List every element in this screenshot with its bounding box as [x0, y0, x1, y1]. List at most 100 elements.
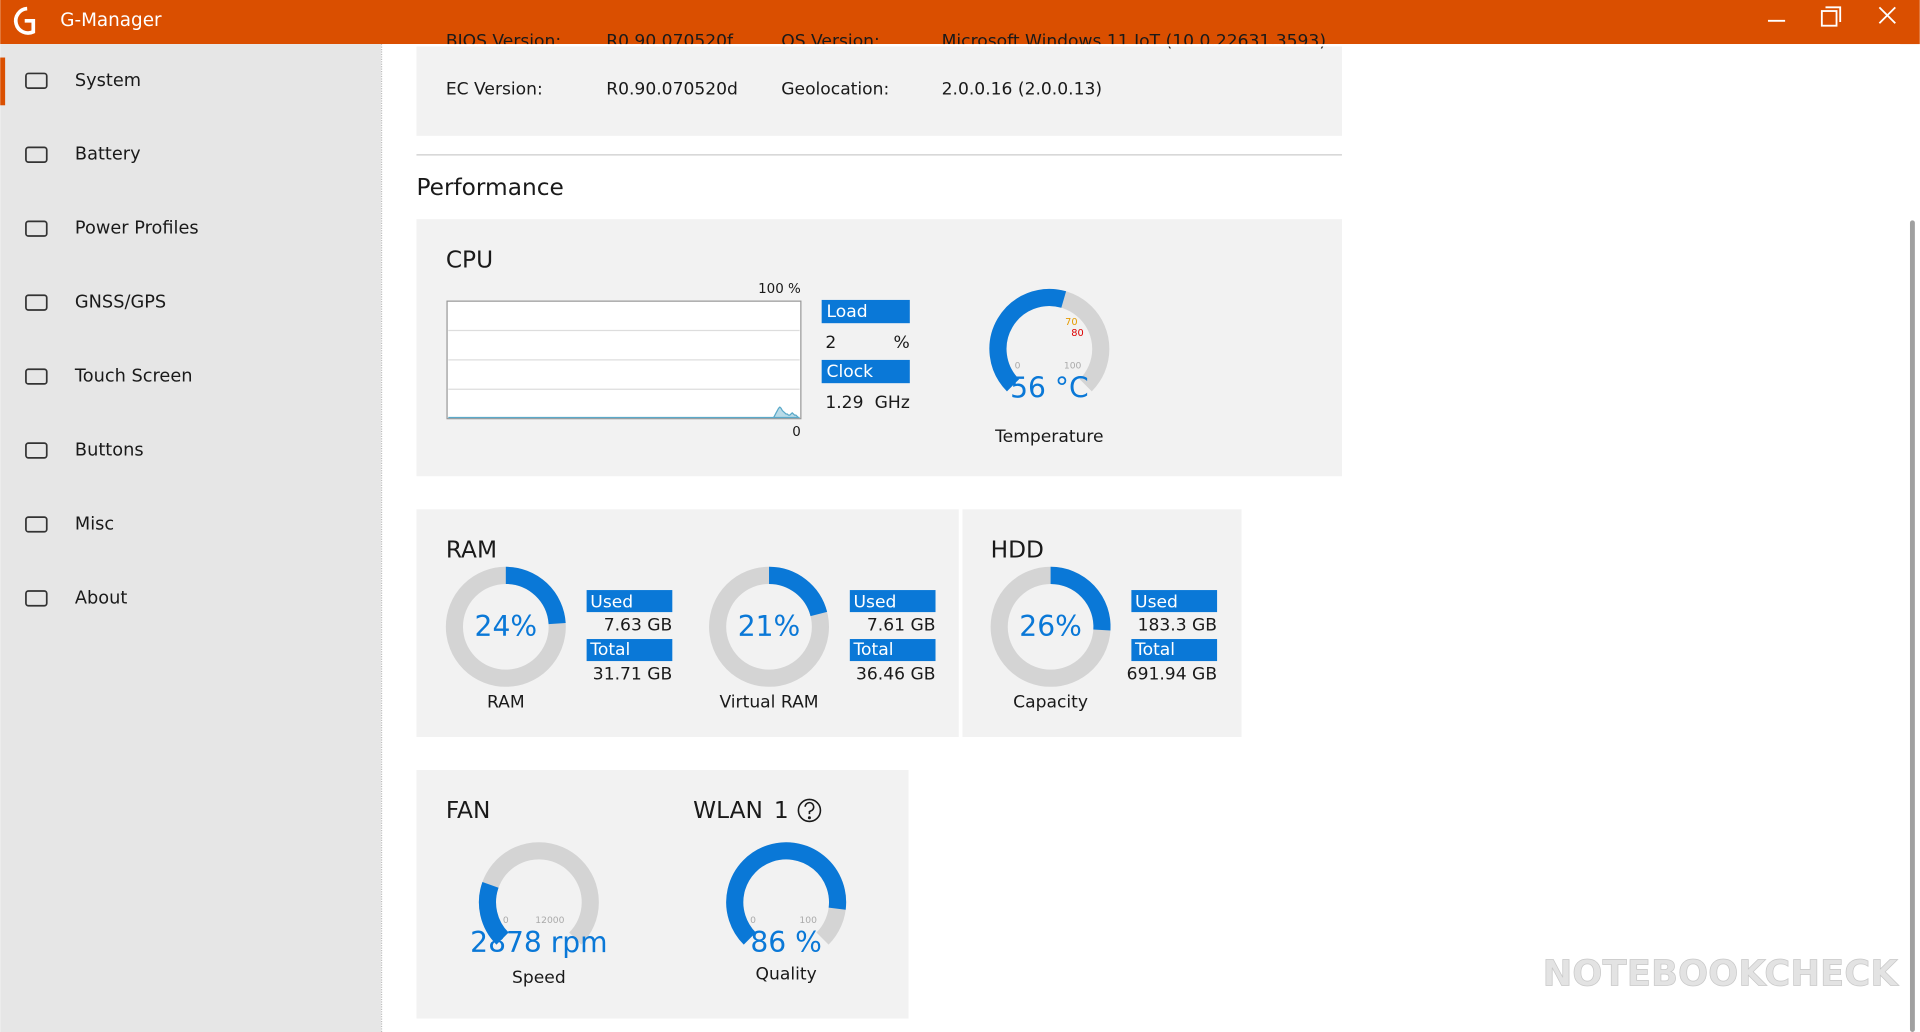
- info-label: OS Version:: [781, 32, 880, 52]
- nav-item[interactable]: Touch Screen: [25, 367, 193, 387]
- donut-value: [1050, 566, 1111, 631]
- help-icon[interactable]: [797, 798, 822, 823]
- system-info: BIOS Version: R0.90.070520f OS Version: Mic…: [446, 32, 1326, 100]
- wlan-value: 86 %: [750, 926, 822, 959]
- total-label: Total: [589, 640, 630, 660]
- used-label: Used: [1135, 592, 1178, 612]
- used-tag: [1131, 590, 1218, 613]
- load-label: Load: [827, 302, 868, 322]
- nav-icon: [25, 146, 48, 163]
- cpu-history: [448, 406, 800, 419]
- nav-label: Buttons: [75, 441, 144, 461]
- nav-item[interactable]: Battery: [25, 145, 141, 165]
- used-value: 183.3 GB: [1138, 616, 1218, 636]
- used-tag: [849, 590, 936, 613]
- gauge-value: [726, 842, 847, 945]
- total-tag: [586, 639, 673, 662]
- close[interactable]: [1878, 6, 1896, 24]
- info-value: R0.90.070520d: [606, 79, 738, 99]
- fan-caption: Speed: [512, 968, 566, 988]
- cpu-title: CPU: [446, 246, 493, 273]
- wlan-title: WLAN: [693, 797, 763, 824]
- donuts: 24% RAM Used 7.63 GB Total 31.71 GB 21% Virtual…: [445, 566, 1218, 713]
- ram-title: RAM: [446, 536, 497, 563]
- nav-label: Battery: [75, 145, 141, 165]
- total-tag: [1131, 639, 1218, 662]
- donut-label: 26%: [1019, 610, 1082, 643]
- total-value: 691.94 GB: [1127, 665, 1217, 685]
- used-value: 7.63 GB: [604, 616, 673, 636]
- wlan-min: 0: [750, 915, 756, 926]
- used-label: Used: [590, 592, 633, 612]
- nav-item[interactable]: Power Profiles: [25, 219, 199, 239]
- info-value: R0.90.070520f: [606, 32, 734, 52]
- nav-selected: [0, 57, 6, 106]
- used-tag: [586, 590, 673, 613]
- donut-label: 24%: [475, 610, 538, 643]
- nav-label: Misc: [75, 514, 114, 534]
- used-value: 7.61 GB: [867, 616, 936, 636]
- sidebar: [0, 44, 381, 1032]
- fan-wlan-panel: [416, 770, 909, 1019]
- restore[interactable]: [1820, 6, 1842, 27]
- hdd-title: HDD: [991, 536, 1044, 563]
- nav-label: System: [75, 71, 141, 91]
- nav-label: Touch Screen: [74, 367, 193, 387]
- wlan-max: 100: [799, 915, 817, 926]
- temperature-value: 56 °C: [1010, 371, 1088, 404]
- info-label: EC Version:: [446, 79, 543, 99]
- nav-icon: [25, 220, 48, 237]
- info-value: Microsoft Windows 11 IoT (10.0.22631.359…: [942, 32, 1326, 52]
- nav-icon: [25, 368, 48, 385]
- title-bar: [0, 0, 1920, 45]
- nav-icon: [25, 516, 48, 533]
- fan-max: 12000: [535, 915, 564, 926]
- nav-item[interactable]: About: [25, 588, 128, 608]
- info-label: BIOS Version:: [446, 32, 561, 52]
- gauge-max: 100: [1064, 361, 1082, 372]
- nav-item[interactable]: Buttons: [25, 441, 144, 461]
- total-tag: [849, 639, 936, 662]
- temperature-gauge: [989, 288, 1110, 392]
- clock-tag: [821, 359, 910, 384]
- clock-value: 1.29: [825, 393, 863, 413]
- clock-label: Clock: [827, 362, 874, 382]
- fan-wlan-gauges: [478, 842, 847, 945]
- gauge-value: [478, 881, 509, 945]
- ram-panel: [416, 509, 959, 737]
- total-value: 36.46 GB: [856, 665, 936, 685]
- nav-item[interactable]: System: [25, 71, 141, 91]
- system-info-panel: [416, 44, 1342, 136]
- fan-min: 0: [503, 915, 509, 926]
- info-label: Geolocation:: [781, 79, 889, 99]
- gauge-min: 0: [1015, 361, 1021, 372]
- gauge-value: [989, 288, 1067, 392]
- nav-label: About: [75, 588, 128, 608]
- chart-min: 0: [792, 425, 801, 440]
- nav-list: System Battery Power Profiles GNSS/GPS Touch…: [25, 71, 199, 608]
- total-value: 31.71 GB: [593, 665, 673, 685]
- total-label: Total: [852, 640, 893, 660]
- nav-item[interactable]: Misc: [25, 514, 114, 534]
- temperature-caption: Temperature: [994, 427, 1103, 447]
- nav-label: GNSS/GPS: [75, 293, 166, 313]
- scrollbar[interactable]: [1909, 220, 1915, 1032]
- chart-max: 100 %: [758, 282, 801, 297]
- nav-icon: [25, 590, 48, 607]
- nav-label: Power Profiles: [75, 219, 199, 239]
- app-logo: [13, 6, 36, 35]
- donut-value: [505, 566, 566, 625]
- donut-value: [768, 566, 828, 617]
- load-value: 2: [825, 333, 836, 353]
- donut-label: 21%: [738, 610, 801, 643]
- section-title: Performance: [416, 174, 563, 201]
- fan-value: 2878 rpm: [470, 926, 607, 959]
- donut-caption: RAM: [487, 693, 525, 713]
- nav-item[interactable]: GNSS/GPS: [25, 293, 166, 313]
- nav-icon: [25, 442, 48, 459]
- wlan-caption: Quality: [756, 964, 817, 984]
- fan-title: FAN: [446, 797, 491, 824]
- gauge-crit: 80: [1071, 328, 1083, 339]
